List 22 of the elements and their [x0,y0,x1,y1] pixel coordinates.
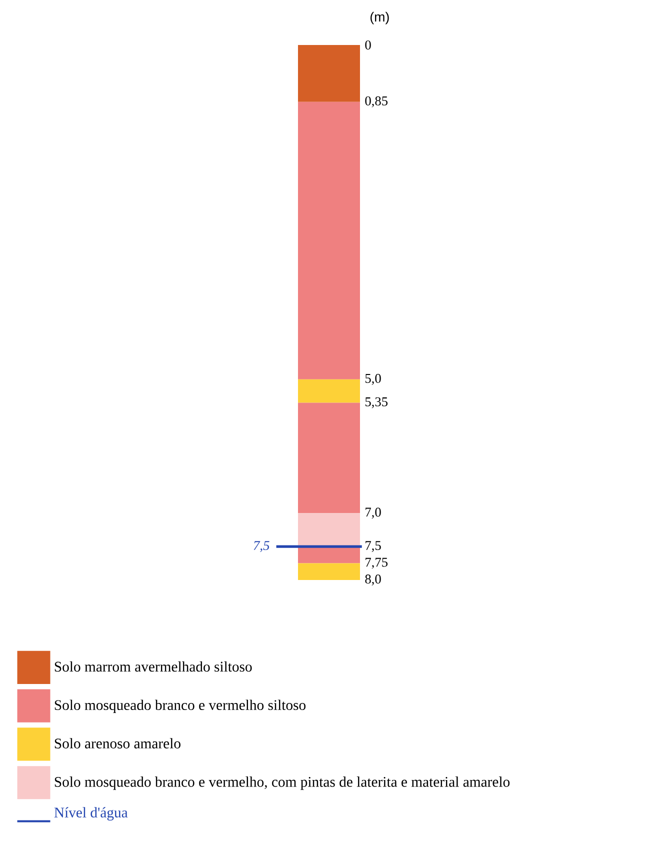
y-tick-label: 7,0 [366,508,381,519]
legend-label: Solo marrom avermelhado siltoso [54,661,252,672]
y-tick-label: 7,5 [366,541,381,552]
legend-label: Solo mosqueado branco e vermelho, com pintas de laterita e material amarelo [54,776,510,790]
y-tick-label: 0,85 [365,96,388,108]
bar [298,102,360,380]
legend-label: Solo mosqueado branco e vermelho siltoso [54,700,306,714]
bar [298,45,360,102]
bar [298,546,360,564]
y-tick-label: 7,75 [366,558,388,569]
legend-label: Solo arenoso amarelo [54,738,180,748]
y-tick-label: 0 [365,40,371,50]
y-tick-label: 5,35 [365,397,388,408]
text: 7,5 [254,541,270,552]
y-tick-label: 8,0 [365,574,381,586]
bar [298,379,360,403]
y-axis-title: (m) [370,12,389,24]
legend-label: Nível d'água [54,807,128,820]
bar [298,402,360,514]
y-tick-label: 5,0 [365,374,381,385]
bar [298,513,360,547]
bar [298,563,360,580]
